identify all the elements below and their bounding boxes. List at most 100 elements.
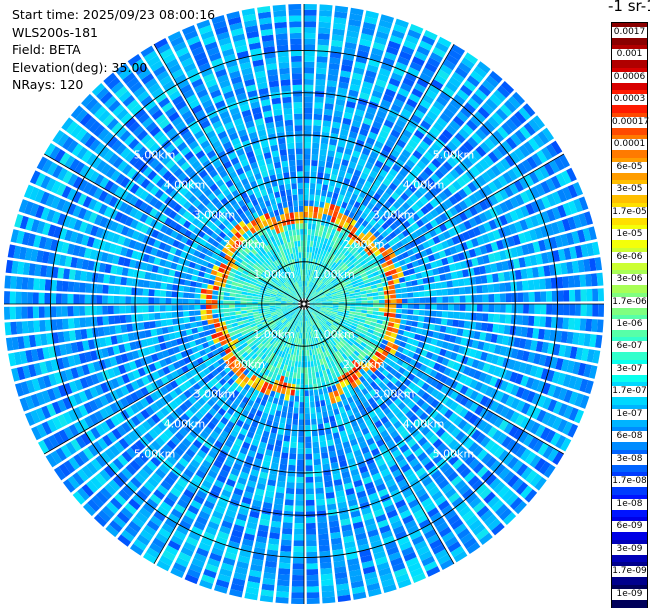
beta-gate <box>93 261 101 272</box>
beta-gate <box>321 326 326 332</box>
beta-gate <box>63 382 73 395</box>
beta-gate <box>181 438 192 448</box>
beta-gate <box>299 413 304 420</box>
beta-gate <box>332 255 338 262</box>
beta-gate <box>426 110 438 121</box>
beta-gate <box>347 224 354 231</box>
beta-gate <box>192 392 202 401</box>
beta-gate <box>180 413 190 423</box>
beta-gate <box>441 288 448 296</box>
beta-gate <box>343 535 355 543</box>
beta-gate <box>334 319 340 324</box>
beta-gate <box>498 324 505 334</box>
beta-gate <box>412 149 423 160</box>
beta-gate <box>309 299 315 303</box>
beta-gate <box>496 126 509 139</box>
beta-gate <box>486 168 497 180</box>
beta-gate <box>314 278 319 284</box>
beta-gate <box>281 325 286 331</box>
beta-gate <box>402 270 410 277</box>
beta-gate <box>211 300 218 304</box>
beta-gate <box>229 292 236 297</box>
beta-gate <box>320 446 328 454</box>
beta-gate <box>223 292 230 297</box>
beta-gate <box>330 421 337 428</box>
beta-gate <box>337 375 344 383</box>
beta-gate <box>383 316 390 322</box>
beta-gate <box>111 428 122 440</box>
beta-gate <box>258 297 265 300</box>
beta-gate <box>363 207 371 215</box>
beta-gate <box>165 290 172 298</box>
beta-gate <box>226 546 239 555</box>
beta-gate <box>431 142 442 153</box>
beta-gate <box>509 114 523 128</box>
beta-gate <box>284 313 290 318</box>
beta-gate <box>304 338 307 345</box>
beta-gate <box>233 424 242 433</box>
beta-gate <box>110 221 119 232</box>
beta-gate <box>393 24 407 34</box>
beta-gate <box>384 88 396 98</box>
beta-gate <box>327 355 333 362</box>
beta-gate <box>127 332 135 342</box>
beta-gate <box>21 306 28 319</box>
beta-gate <box>229 345 237 352</box>
beta-gate <box>86 462 98 475</box>
beta-gate <box>479 124 492 137</box>
beta-gate <box>416 278 424 285</box>
beta-gate <box>116 425 127 437</box>
beta-gate <box>58 254 67 267</box>
beta-gate <box>428 345 436 353</box>
beta-gate <box>243 376 250 384</box>
beta-gate <box>293 313 298 319</box>
beta-gate <box>355 364 362 371</box>
beta-gate <box>237 433 246 442</box>
beta-gate <box>150 353 159 362</box>
beta-gate <box>510 133 522 146</box>
beta-gate <box>526 390 536 403</box>
beta-gate <box>319 4 333 12</box>
beta-gate <box>383 473 394 483</box>
beta-gate <box>245 586 259 595</box>
beta-gate <box>166 283 173 291</box>
beta-gate <box>456 446 467 458</box>
beta-gate <box>179 272 187 279</box>
beta-gate <box>190 322 197 328</box>
beta-gate <box>134 472 146 485</box>
beta-gate <box>255 340 262 347</box>
beta-gate <box>448 304 454 311</box>
beta-gate <box>175 264 183 272</box>
beta-gate <box>377 25 391 35</box>
beta-gate <box>329 276 336 282</box>
beta-gate <box>206 309 213 315</box>
beta-gate <box>233 274 241 280</box>
beta-gate <box>338 280 345 286</box>
beta-gate <box>326 298 333 301</box>
beta-gate <box>498 449 510 462</box>
beta-gate <box>284 334 289 340</box>
beta-gate <box>90 283 98 294</box>
beta-gate <box>384 235 393 243</box>
beta-gate <box>407 309 414 315</box>
beta-gate <box>28 364 37 378</box>
beta-gate <box>342 117 352 126</box>
beta-gate <box>526 242 535 254</box>
beta-gate <box>137 313 144 322</box>
beta-gate <box>76 365 85 378</box>
beta-gate <box>304 263 306 270</box>
beta-gate <box>286 305 293 307</box>
beta-gate <box>306 522 316 529</box>
beta-gate <box>242 396 250 404</box>
beta-gate <box>230 429 239 438</box>
beta-gate <box>393 397 402 407</box>
beta-gate <box>359 38 372 48</box>
beta-gate <box>50 306 57 318</box>
beta-gate <box>337 594 351 603</box>
beta-gate <box>253 458 263 466</box>
beta-gate <box>275 304 281 306</box>
beta-gate <box>374 351 382 358</box>
beta-gate <box>224 551 237 561</box>
beta-gate <box>118 489 131 502</box>
beta-gate <box>508 182 519 195</box>
